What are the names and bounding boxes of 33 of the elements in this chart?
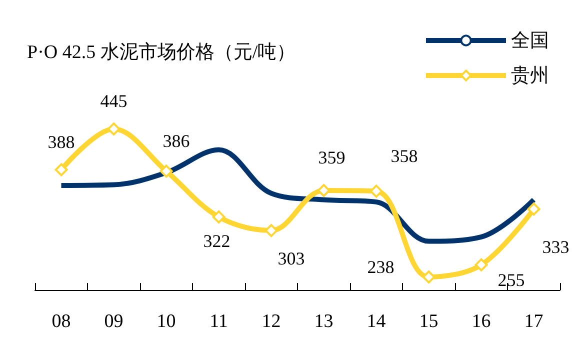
- chart-title: P·O 42.5 水泥市场价格（元/吨）: [27, 41, 296, 63]
- x-tick-label: 14: [366, 311, 386, 332]
- point: [107, 122, 120, 136]
- data-label: 359: [318, 147, 346, 168]
- x-tick-label: 08: [52, 311, 71, 332]
- data-label: 445: [100, 91, 128, 111]
- data-label: 255: [498, 270, 525, 290]
- point: [160, 164, 173, 178]
- x-tick-label: 13: [314, 311, 334, 332]
- x-tick-label: 15: [419, 311, 438, 332]
- point: [422, 270, 436, 284]
- data-label: 358: [390, 146, 418, 166]
- data-label: 388: [48, 132, 75, 152]
- x-tick-label: 09: [104, 311, 124, 332]
- data-label: 386: [162, 131, 190, 152]
- legend-label: 全国: [511, 30, 549, 52]
- point: [317, 184, 330, 197]
- x-tick-label: 17: [524, 311, 544, 332]
- data-label: 333: [542, 237, 570, 258]
- point: [527, 202, 540, 216]
- x-tick-label: 10: [156, 311, 176, 332]
- x-tick-label: 12: [262, 311, 281, 332]
- data-label: 303: [278, 248, 305, 269]
- legend-label: 贵州: [511, 64, 549, 86]
- x-tick-label: 11: [210, 311, 228, 332]
- point: [474, 258, 488, 272]
- point: [264, 224, 278, 238]
- x-tick-label: 16: [472, 311, 491, 332]
- data-label: 322: [203, 230, 230, 251]
- data-label: 238: [367, 257, 394, 277]
- point: [212, 210, 226, 224]
- point: [54, 163, 68, 176]
- point: [370, 184, 383, 198]
